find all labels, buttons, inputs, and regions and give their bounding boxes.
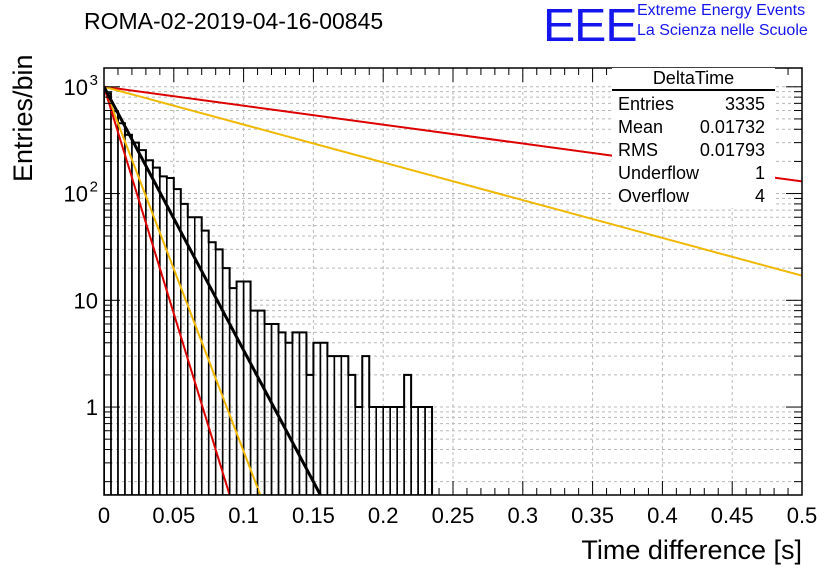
histogram-bin bbox=[249, 309, 259, 495]
stats-row: Underflow 1 bbox=[612, 162, 775, 185]
exponential-fit-line bbox=[104, 86, 322, 495]
logo-line-2: La Scienza nelle Scuole bbox=[637, 22, 808, 39]
yellow-curve bbox=[104, 85, 802, 277]
histogram-bin bbox=[361, 355, 370, 495]
histogram-bin bbox=[326, 355, 336, 495]
y-tick-label: 10 bbox=[64, 75, 88, 100]
y-tick-exponent: 3 bbox=[90, 72, 98, 89]
histogram-bin bbox=[228, 287, 238, 495]
histogram-bin bbox=[333, 355, 343, 495]
stats-value: 4 bbox=[754, 186, 765, 206]
histogram-bin bbox=[124, 134, 133, 495]
x-tick-label: 0.05 bbox=[152, 503, 195, 528]
eee-logo: EEE bbox=[543, 0, 638, 51]
x-tick-label: 0.35 bbox=[571, 503, 614, 528]
stats-value: 1 bbox=[754, 163, 765, 183]
histogram-bin bbox=[221, 267, 231, 495]
stats-label: Underflow bbox=[618, 163, 700, 183]
x-tick-label: 0.2 bbox=[368, 503, 399, 528]
x-tick-label: 0.3 bbox=[508, 503, 539, 528]
x-tick-label: 0.25 bbox=[432, 503, 475, 528]
histogram-bin bbox=[340, 355, 350, 495]
histogram-bin bbox=[256, 309, 266, 495]
stats-box: DeltaTime Entries 3335 Mean 0.01732 RMS 0.0… bbox=[612, 68, 775, 208]
yellow-curve bbox=[104, 86, 262, 495]
stats-row: Overflow 4 bbox=[612, 185, 775, 208]
x-tick-label: 0.15 bbox=[292, 503, 335, 528]
histogram-bin bbox=[298, 331, 308, 495]
histogram-bin bbox=[159, 175, 168, 495]
histogram-bin bbox=[347, 374, 357, 495]
red-curve bbox=[104, 86, 231, 495]
stats-value: 0.01732 bbox=[699, 117, 765, 137]
x-tick-label: 0.5 bbox=[787, 503, 818, 528]
histogram-bin bbox=[263, 323, 273, 495]
y-tick-label: 1 bbox=[86, 395, 98, 420]
histogram-bin bbox=[403, 374, 412, 495]
run-title: ROMA-02-2019-04-16-00845 bbox=[84, 8, 384, 34]
histogram-bin bbox=[319, 342, 329, 495]
histogram-bin bbox=[104, 92, 112, 495]
stats-label: RMS bbox=[618, 140, 658, 160]
stats-row: Entries 3335 bbox=[612, 93, 775, 116]
histogram-bin bbox=[110, 110, 119, 495]
y-tick-exponent: 2 bbox=[90, 179, 98, 196]
stats-row: Mean 0.01732 bbox=[612, 116, 775, 139]
x-tick-label: 0.4 bbox=[647, 503, 678, 528]
stats-row: RMS 0.01793 bbox=[612, 139, 775, 162]
histogram-bin bbox=[284, 342, 294, 495]
x-axis-label: Time difference [s] bbox=[581, 535, 802, 565]
x-tick-label: 0.45 bbox=[711, 503, 754, 528]
x-tick-label: 0.1 bbox=[228, 503, 259, 528]
logo-line-1: Extreme Energy Events bbox=[637, 2, 806, 19]
stats-value: 3335 bbox=[724, 94, 765, 114]
stats-label: Entries bbox=[618, 94, 675, 114]
y-tick-label: 10 bbox=[74, 288, 98, 313]
stats-value: 0.01793 bbox=[699, 140, 765, 160]
histogram-bin bbox=[291, 331, 301, 495]
plot-area bbox=[104, 85, 802, 495]
stats-label: Overflow bbox=[618, 186, 690, 206]
y-tick-label: 10 bbox=[64, 182, 88, 207]
y-axis-label: Entries/bin bbox=[8, 54, 38, 182]
histogram-bin bbox=[277, 331, 287, 495]
stats-title: DeltaTime bbox=[612, 68, 775, 91]
x-tick-label: 0 bbox=[98, 503, 110, 528]
stats-label: Mean bbox=[618, 117, 664, 137]
histogram-bin bbox=[312, 342, 322, 495]
